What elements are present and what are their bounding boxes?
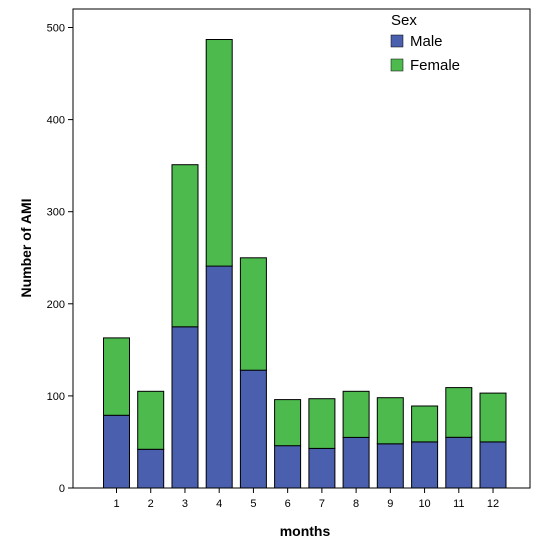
- x-tick-label: 1: [113, 498, 119, 510]
- x-tick-label: 2: [148, 498, 154, 510]
- x-tick-label: 6: [285, 498, 291, 510]
- x-tick-label: 8: [353, 498, 359, 510]
- x-tick-label: 10: [418, 498, 430, 510]
- bar-female-month-11: [445, 387, 473, 438]
- y-tick-label: 0: [59, 483, 65, 495]
- bar-male-month-7: [308, 447, 336, 489]
- x-tick-label: 7: [319, 498, 325, 510]
- y-tick-label: 500: [47, 23, 65, 35]
- legend-swatch-female: [390, 58, 404, 72]
- bar-female-month-3: [171, 164, 199, 328]
- bar-male-month-1: [103, 414, 130, 489]
- legend-swatch-male: [390, 34, 404, 48]
- x-tick-label: 5: [250, 498, 256, 510]
- bar-male-month-5: [239, 369, 267, 489]
- bar-female-month-6: [274, 399, 302, 447]
- legend-label-female: Female: [410, 57, 460, 74]
- bar-female-month-12: [479, 392, 507, 443]
- x-tick-label: 4: [216, 498, 222, 510]
- bar-male-month-11: [445, 436, 473, 489]
- x-tick-label: 9: [387, 498, 393, 510]
- bar-female-month-4: [205, 39, 233, 267]
- y-axis-ticks: 0 100 200 300 400 500: [47, 23, 73, 495]
- x-tick-label: 11: [453, 498, 464, 510]
- x-axis-label: months: [280, 523, 331, 539]
- y-tick-label: 400: [47, 115, 65, 127]
- bar-male-month-8: [342, 436, 370, 489]
- legend: Sex Male Female: [390, 12, 460, 74]
- bar-male-month-3: [171, 326, 199, 489]
- legend-title: Sex: [391, 12, 417, 29]
- x-axis-ticks: 1 2 3 4 5 6 7 8 9 10 11 12: [113, 488, 499, 510]
- bar-male-month-4: [205, 265, 233, 489]
- y-tick-label: 200: [47, 299, 65, 311]
- bar-female-month-7: [308, 398, 336, 449]
- bars-group: [103, 39, 507, 489]
- x-tick-label: 12: [487, 498, 499, 510]
- bar-male-month-10: [411, 441, 439, 489]
- y-tick-label: 300: [47, 207, 65, 219]
- bar-female-month-5: [239, 257, 267, 371]
- x-tick-label: 3: [182, 498, 188, 510]
- bar-male-month-9: [376, 443, 404, 489]
- legend-label-male: Male: [410, 33, 443, 50]
- bar-male-month-12: [479, 441, 507, 489]
- bar-male-month-6: [274, 445, 302, 489]
- y-tick-label: 100: [47, 391, 65, 403]
- bar-female-month-10: [411, 405, 439, 443]
- y-axis-label: Number of AMI: [18, 198, 34, 297]
- bar-male-month-2: [137, 448, 165, 489]
- bar-female-month-2: [137, 390, 165, 450]
- bar-female-month-1: [103, 337, 130, 416]
- bar-female-month-8: [342, 390, 370, 438]
- bar-female-month-9: [376, 397, 404, 445]
